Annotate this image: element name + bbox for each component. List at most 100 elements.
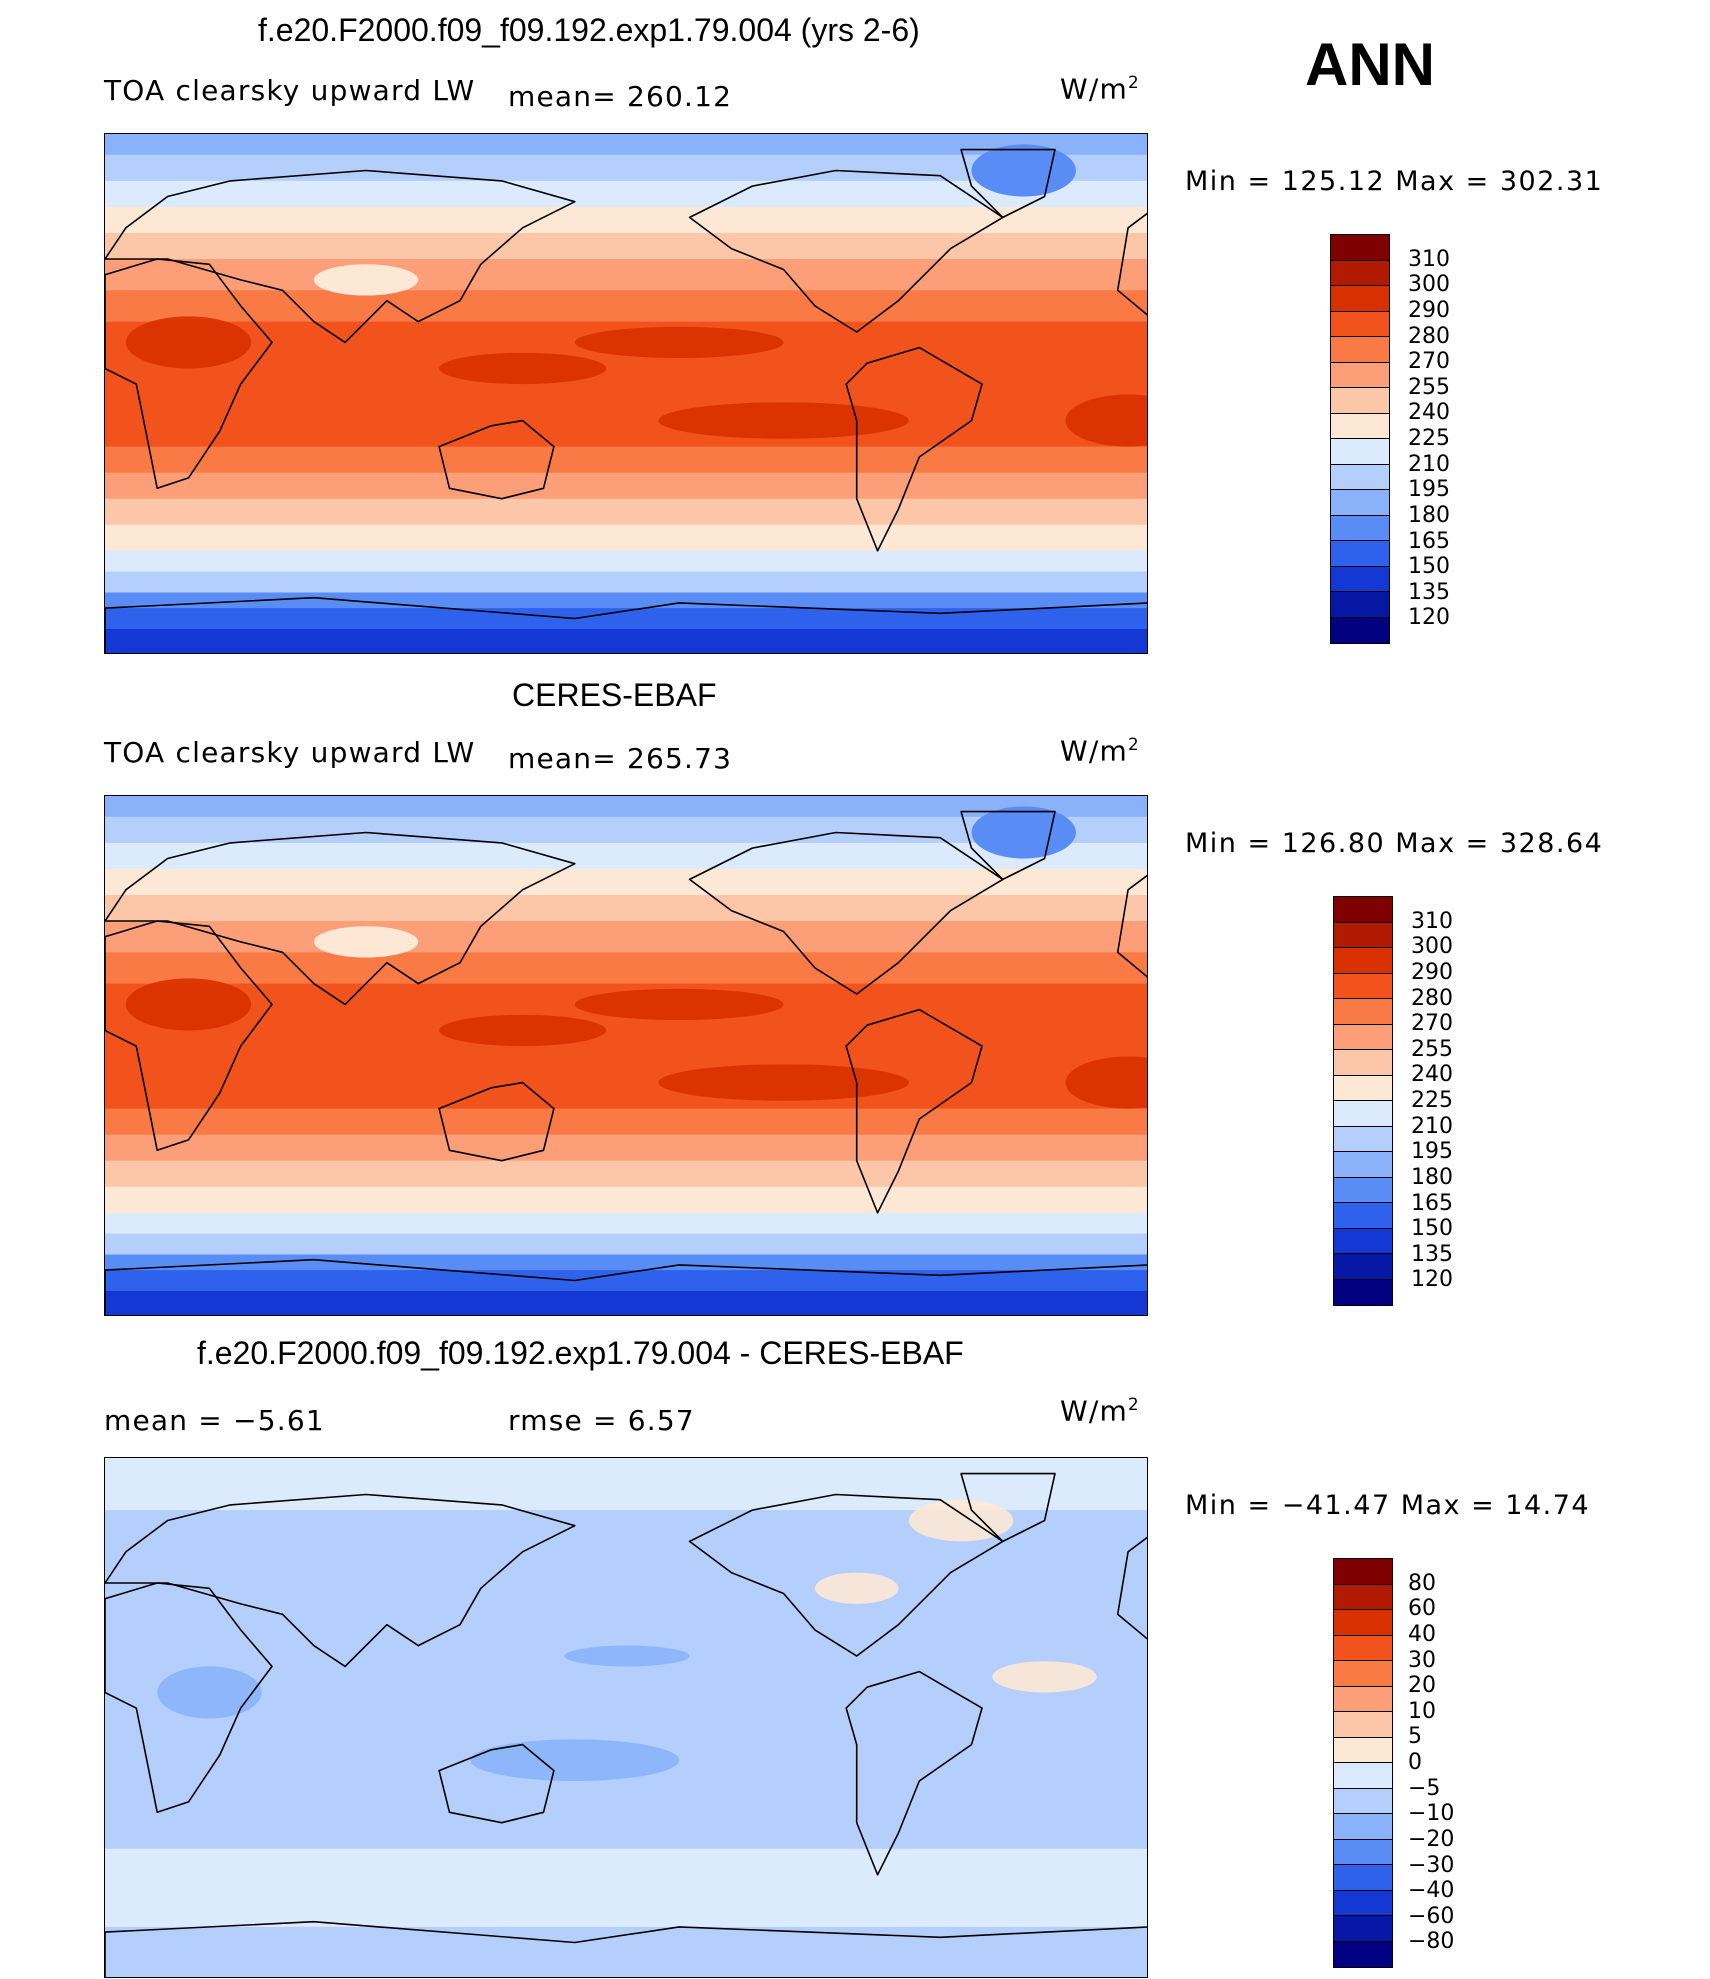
colorbar-tick-label: 270 xyxy=(1408,349,1450,375)
panel-3-colorbar xyxy=(1333,1558,1393,1968)
colorbar-tick-label: 240 xyxy=(1408,400,1450,426)
contour-band xyxy=(105,259,1147,292)
colorbar-swatch xyxy=(1331,388,1389,414)
colorbar-tick-label: 280 xyxy=(1408,323,1450,349)
warm-pool xyxy=(439,1014,607,1047)
anomaly-patch xyxy=(992,1661,1097,1693)
panel-3-rmse: rmse = 6.57 xyxy=(508,1404,695,1437)
coastline-greenland xyxy=(960,810,1056,881)
warm-pool xyxy=(1065,1056,1147,1109)
coastline-australia xyxy=(438,419,555,500)
colorbar-swatch xyxy=(1334,1126,1392,1152)
map-field xyxy=(105,796,1147,1315)
contour-band xyxy=(105,1848,1147,1928)
colorbar-tick-label: 290 xyxy=(1411,959,1453,985)
panel-3-minmax: Min = −41.47 Max = 14.74 xyxy=(1185,1490,1591,1521)
colorbar-swatch xyxy=(1331,337,1389,363)
anomaly-patch xyxy=(157,1666,262,1719)
colorbar-tick-label: −80 xyxy=(1408,1929,1455,1955)
panel-2-colorbar xyxy=(1333,896,1393,1306)
colorbar-swatch xyxy=(1331,566,1389,592)
colorbar-swatch xyxy=(1334,1763,1392,1789)
colorbar-tick-label: 300 xyxy=(1408,272,1450,298)
colorbar-swatch xyxy=(1334,1712,1392,1738)
colorbar-tick-label: 280 xyxy=(1411,985,1453,1011)
contour-band xyxy=(105,796,1147,818)
colorbar-tick-label: 120 xyxy=(1411,1267,1453,1293)
colorbar-swatch xyxy=(1334,1737,1392,1763)
colorbar-swatch xyxy=(1331,439,1389,465)
colorbar-tick-label: 240 xyxy=(1411,1062,1453,1088)
warm-pool xyxy=(574,988,784,1021)
colorbar-swatch xyxy=(1334,1890,1392,1916)
panel-3-title: f.e20.F2000.f09_f09.192.exp1.79.004 - CE… xyxy=(197,1335,964,1371)
contour-band xyxy=(105,868,1147,896)
colorbar-tick-label: 60 xyxy=(1408,1596,1436,1622)
colorbar-swatch xyxy=(1334,1839,1392,1865)
colorbar-tick-label: 20 xyxy=(1408,1673,1436,1699)
contour-band xyxy=(105,842,1147,870)
colorbar-swatch xyxy=(1331,286,1389,312)
colorbar-tick-label: −5 xyxy=(1408,1775,1441,1801)
anomaly-patch xyxy=(814,1572,899,1604)
coastline-samerica xyxy=(845,1008,983,1214)
contour-band xyxy=(105,498,1147,526)
colorbar-swatch xyxy=(1334,1916,1392,1942)
contour-band xyxy=(105,921,1147,954)
colorbar-swatch xyxy=(1334,1635,1392,1661)
colorbar-tick-label: 180 xyxy=(1408,502,1450,528)
colorbar-swatch xyxy=(1334,1814,1392,1840)
colorbar-tick-label: 255 xyxy=(1411,1036,1453,1062)
colorbar-swatch xyxy=(1334,1661,1392,1687)
colorbar-swatch xyxy=(1334,1177,1392,1203)
colorbar-tick-label: 165 xyxy=(1411,1190,1453,1216)
coastline-africa xyxy=(105,1582,273,1814)
colorbar-tick-label: 135 xyxy=(1411,1241,1453,1267)
colorbar-tick-label: 0 xyxy=(1408,1750,1422,1775)
panel-3-map xyxy=(104,1457,1148,1978)
colorbar-tick-label: 210 xyxy=(1408,451,1450,477)
coastline-europeW xyxy=(1116,1536,1147,1640)
colorbar-tick-label: 255 xyxy=(1408,374,1450,400)
colorbar-swatch xyxy=(1331,464,1389,490)
colorbar-tick-label: −40 xyxy=(1408,1878,1455,1904)
panel-1-mean: mean= 260.12 xyxy=(508,80,733,113)
warm-pool xyxy=(574,326,784,359)
contour-band xyxy=(105,524,1147,552)
warm-pool xyxy=(1065,394,1147,447)
contour-band xyxy=(105,895,1147,922)
map-field xyxy=(105,1458,1147,1977)
anomaly-patch xyxy=(470,1739,680,1782)
panel-3-units: W/m2 xyxy=(1060,1394,1140,1428)
colorbar-tick-label: 225 xyxy=(1408,426,1450,451)
coastline-namerica xyxy=(688,1493,1004,1657)
contour-band xyxy=(105,1270,1147,1292)
greenland-cold xyxy=(971,806,1076,859)
colorbar-swatch xyxy=(1334,1101,1392,1127)
contour-band xyxy=(105,1160,1147,1188)
coastline-europeW xyxy=(1116,212,1147,316)
tibet-cold xyxy=(313,926,419,958)
colorbar-swatch xyxy=(1334,1686,1392,1712)
colorbar-swatch xyxy=(1334,1941,1392,1967)
panel-2-mean: mean= 265.73 xyxy=(508,742,733,775)
warm-pool xyxy=(125,316,252,369)
anomaly-patch xyxy=(564,1645,690,1667)
colorbar-swatch xyxy=(1331,490,1389,516)
greenland-cold xyxy=(971,144,1076,197)
colorbar-tick-label: −60 xyxy=(1408,1903,1455,1929)
panel-2-map xyxy=(104,795,1148,1316)
contour-band xyxy=(105,1233,1147,1256)
colorbar-tick-label: −10 xyxy=(1408,1801,1455,1827)
contour-band xyxy=(105,1108,1147,1136)
colorbar-swatch xyxy=(1334,897,1392,923)
colorbar-tick-label: 225 xyxy=(1411,1088,1453,1113)
colorbar-swatch xyxy=(1331,413,1389,439)
contour-band xyxy=(105,1186,1147,1214)
coastline-eurasia xyxy=(105,831,576,1006)
coastline-australia xyxy=(438,1743,555,1824)
coastline-eurasia xyxy=(105,1493,576,1668)
panel-1-title: f.e20.F2000.f09_f09.192.exp1.79.004 (yrs… xyxy=(258,12,920,48)
colorbar-tick-label: 80 xyxy=(1408,1570,1436,1596)
panel-2-title: CERES-EBAF xyxy=(512,677,717,713)
